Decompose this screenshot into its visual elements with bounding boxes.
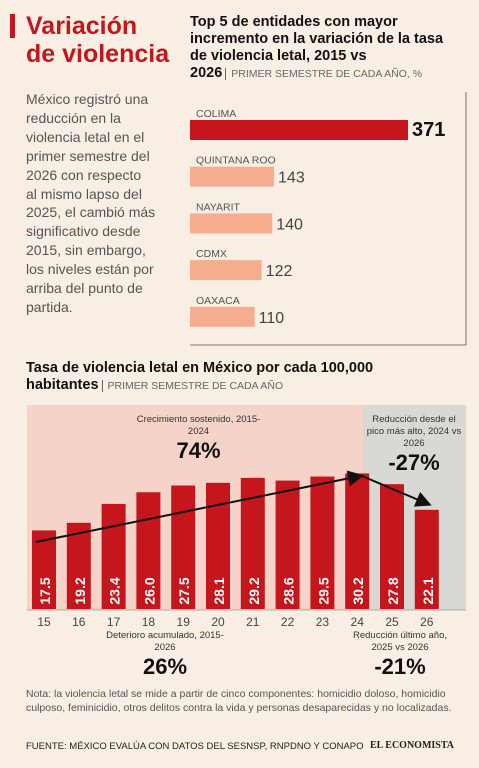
- bar: [32, 530, 56, 609]
- headline-line: de violencia: [26, 40, 170, 68]
- annotation-text: Deterioro acumulado, 2015-2026: [106, 630, 224, 653]
- bar: [310, 476, 335, 609]
- intro-text: México registró una reducción en la violen…: [26, 90, 155, 317]
- bar: [171, 485, 196, 609]
- trend-arrow: [35, 470, 364, 543]
- value-label: 29.2: [246, 577, 262, 604]
- annotation: Crecimiento sostenido, 2015-2024 74%: [136, 414, 261, 464]
- intro-line: primer semestre del: [26, 147, 150, 164]
- bar: [190, 260, 262, 281]
- intro-line: arriba del punto de: [26, 280, 143, 297]
- x-tick-label: 18: [142, 615, 156, 629]
- category-label: NAYARIT: [196, 201, 241, 213]
- bar: [66, 522, 91, 609]
- x-tick-label: 17: [107, 615, 121, 629]
- annotation-value: -21%: [374, 654, 426, 679]
- accent-bar: [10, 14, 15, 38]
- value-label: 122: [266, 263, 293, 280]
- subtitle: PRIMER SEMESTRE DE CADA AÑO: [101, 380, 284, 392]
- intro-line: 2015, sin embargo,: [26, 242, 146, 259]
- intro-line: 2026 con respecto: [26, 166, 142, 183]
- bar: [136, 492, 161, 609]
- headline-line: Variación: [26, 12, 138, 40]
- annotation: Deterioro acumulado, 2015-2026 26%: [105, 630, 225, 680]
- value-label: 371: [412, 119, 445, 141]
- x-tick-label: 25: [385, 615, 399, 629]
- x-tick-label: 26: [420, 615, 434, 629]
- x-tick-label: 22: [281, 615, 295, 629]
- bar: [380, 484, 404, 609]
- value-label: 17.5: [37, 577, 53, 604]
- annotation-text: Reducción último año, 2025 vs 2026: [353, 630, 447, 653]
- category-label: OAXACA: [196, 295, 240, 307]
- headline: Variación de violencia: [26, 12, 169, 68]
- intro-line: reducción en la: [26, 109, 121, 126]
- intro-line: partida.: [26, 298, 73, 315]
- bar: [275, 480, 300, 609]
- x-tick-label: 24: [351, 615, 365, 629]
- intro-line: al mismo lapso del: [26, 185, 142, 202]
- value-label: 143: [278, 170, 305, 187]
- category-label: COLIMA: [196, 108, 236, 120]
- x-tick-label: 16: [72, 615, 86, 629]
- x-tick-label: 19: [177, 615, 191, 629]
- bar: [190, 306, 255, 327]
- title: Top 5 de entidades con mayor incremento …: [190, 14, 444, 81]
- bar: [101, 503, 126, 609]
- brand: EL ECONOMISTA: [370, 740, 454, 751]
- bar: [345, 473, 370, 609]
- chart1-title: Top 5 de entidades con mayor incremento …: [190, 14, 452, 83]
- value-label: 27.5: [176, 577, 192, 604]
- value-label: 23.4: [107, 577, 123, 604]
- value-label: 140: [276, 216, 303, 233]
- annotation-value: 26%: [142, 654, 188, 679]
- category-label: QUINTANA ROO: [196, 155, 276, 167]
- annotation-value: 74%: [176, 438, 221, 463]
- bar: [190, 120, 408, 140]
- bar: [414, 509, 439, 609]
- intro-line: 2025, el cambió más: [26, 204, 156, 221]
- trend-arrow: [361, 475, 432, 507]
- value-label: 19.2: [72, 577, 88, 604]
- note: Nota: la violencia letal se mide a parti…: [26, 688, 452, 714]
- x-tick-label: 23: [316, 615, 330, 629]
- source: FUENTE: MÉXICO EVALÚA CON DATOS DEL SESN…: [26, 741, 364, 752]
- annotation: Reducción último año, 2025 vs 2026 -21%: [350, 630, 450, 680]
- intro-line: los niveles están por: [26, 261, 154, 278]
- title: Tasa de violencia letal en México por ca…: [26, 360, 374, 393]
- value-label: 27.8: [385, 577, 401, 604]
- bar: [190, 166, 275, 187]
- annotation-text: Reducción desde el pico más alto, 2024 v…: [366, 414, 462, 449]
- value-label: 110: [259, 310, 285, 327]
- annotation-value: -27%: [388, 450, 440, 475]
- bar: [190, 213, 273, 234]
- x-tick-label: 21: [246, 615, 260, 629]
- annotation: Reducción desde el pico más alto, 2024 v…: [364, 414, 464, 476]
- value-label: 30.2: [350, 577, 366, 604]
- intro-line: México registró una: [26, 91, 149, 107]
- value-label: 26.0: [141, 577, 157, 604]
- intro-line: significativo desde: [26, 223, 141, 240]
- value-label: 28.1: [211, 577, 227, 604]
- intro-line: violencia letal en el: [26, 128, 145, 145]
- subtitle: PRIMER SEMESTRE DE CADA AÑO, %: [225, 68, 423, 80]
- annotation-text: Crecimiento sostenido, 2015-2024: [136, 414, 261, 437]
- value-label: 22.1: [420, 577, 436, 604]
- category-label: CDMX: [196, 248, 227, 260]
- value-label: 29.5: [315, 577, 331, 604]
- x-tick-label: 15: [37, 615, 51, 629]
- chart2-title: Tasa de violencia letal en México por ca…: [26, 360, 376, 395]
- value-label: 28.6: [281, 577, 297, 604]
- bar: [240, 477, 265, 609]
- x-tick-label: 20: [211, 615, 225, 629]
